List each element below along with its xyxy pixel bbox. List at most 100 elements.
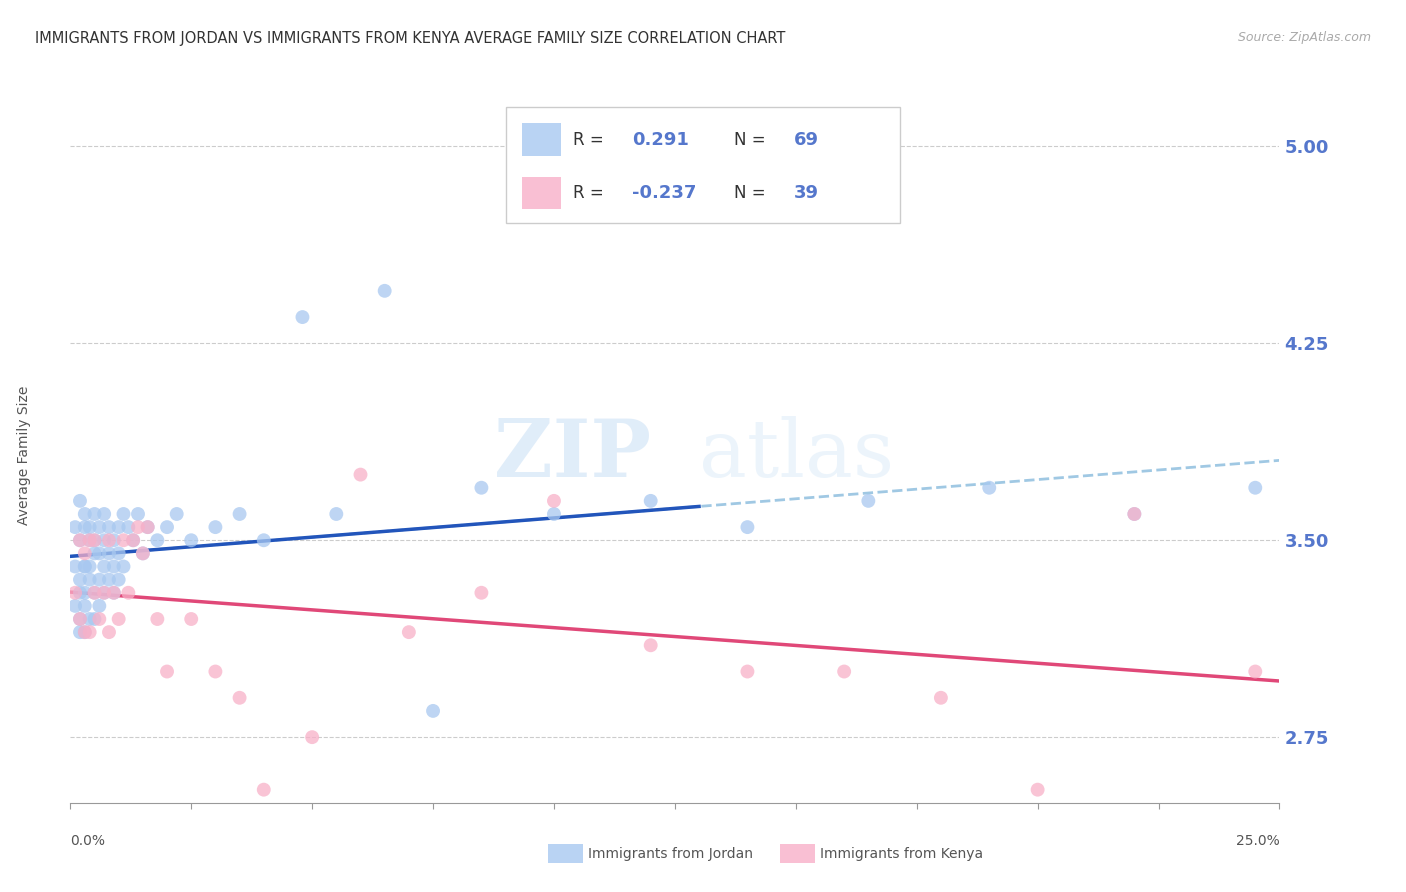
Point bbox=[98, 520, 121, 534]
Point bbox=[73, 599, 96, 613]
Point bbox=[136, 520, 159, 534]
Text: atlas: atlas bbox=[699, 416, 894, 494]
Point bbox=[63, 599, 86, 613]
Point bbox=[79, 533, 101, 548]
Point bbox=[146, 533, 169, 548]
Point bbox=[69, 612, 91, 626]
Point bbox=[107, 520, 129, 534]
Point bbox=[166, 507, 188, 521]
Point bbox=[83, 533, 105, 548]
Point bbox=[79, 612, 101, 626]
Text: R =: R = bbox=[574, 130, 603, 148]
Point bbox=[325, 507, 347, 521]
Point bbox=[156, 665, 179, 679]
Point bbox=[69, 586, 91, 600]
Point bbox=[98, 546, 121, 560]
Point bbox=[79, 533, 101, 548]
Point bbox=[83, 546, 105, 560]
Text: Source: ZipAtlas.com: Source: ZipAtlas.com bbox=[1237, 31, 1371, 45]
Point bbox=[737, 520, 759, 534]
Point bbox=[374, 284, 396, 298]
Point bbox=[89, 520, 111, 534]
Point bbox=[69, 612, 91, 626]
Point bbox=[301, 730, 323, 744]
Point bbox=[470, 586, 492, 600]
Point bbox=[117, 586, 139, 600]
Point bbox=[543, 507, 565, 521]
Point bbox=[73, 546, 96, 560]
Point bbox=[204, 665, 226, 679]
Point bbox=[156, 520, 179, 534]
Text: ZIP: ZIP bbox=[494, 416, 651, 494]
Point bbox=[136, 520, 159, 534]
Point bbox=[737, 665, 759, 679]
Point bbox=[83, 586, 105, 600]
Text: -0.237: -0.237 bbox=[633, 184, 696, 202]
Point bbox=[63, 586, 86, 600]
Point bbox=[89, 546, 111, 560]
Point bbox=[107, 573, 129, 587]
Point bbox=[98, 533, 121, 548]
Point bbox=[107, 612, 129, 626]
Text: 25.0%: 25.0% bbox=[1236, 834, 1279, 848]
Point bbox=[93, 586, 115, 600]
Point bbox=[291, 310, 314, 324]
Point bbox=[69, 625, 91, 640]
Point bbox=[122, 533, 145, 548]
Point bbox=[103, 586, 125, 600]
Point bbox=[79, 559, 101, 574]
Point bbox=[69, 573, 91, 587]
Text: Immigrants from Kenya: Immigrants from Kenya bbox=[820, 847, 983, 861]
Point bbox=[146, 612, 169, 626]
Point bbox=[543, 494, 565, 508]
Text: N =: N = bbox=[734, 184, 766, 202]
Point bbox=[79, 573, 101, 587]
Point bbox=[640, 494, 662, 508]
Point bbox=[1123, 507, 1146, 521]
Point bbox=[398, 625, 420, 640]
Point bbox=[69, 494, 91, 508]
Point bbox=[132, 546, 155, 560]
Text: IMMIGRANTS FROM JORDAN VS IMMIGRANTS FROM KENYA AVERAGE FAMILY SIZE CORRELATION : IMMIGRANTS FROM JORDAN VS IMMIGRANTS FRO… bbox=[35, 31, 786, 46]
Point bbox=[117, 520, 139, 534]
Point bbox=[73, 507, 96, 521]
Point bbox=[83, 507, 105, 521]
Point bbox=[103, 559, 125, 574]
Point bbox=[180, 612, 202, 626]
Point bbox=[73, 520, 96, 534]
Point bbox=[89, 573, 111, 587]
Point bbox=[98, 573, 121, 587]
Point bbox=[107, 546, 129, 560]
Point bbox=[93, 507, 115, 521]
Point bbox=[73, 586, 96, 600]
Point bbox=[83, 586, 105, 600]
Point bbox=[470, 481, 492, 495]
Point bbox=[127, 507, 149, 521]
Bar bbox=[522, 177, 561, 209]
Point bbox=[89, 612, 111, 626]
Point bbox=[112, 507, 135, 521]
Point bbox=[253, 782, 276, 797]
Point bbox=[103, 533, 125, 548]
Point bbox=[228, 690, 250, 705]
Text: 39: 39 bbox=[793, 184, 818, 202]
Point bbox=[112, 559, 135, 574]
Point bbox=[73, 559, 96, 574]
Point bbox=[73, 625, 96, 640]
Text: Immigrants from Jordan: Immigrants from Jordan bbox=[588, 847, 752, 861]
Point bbox=[929, 690, 952, 705]
Point bbox=[422, 704, 444, 718]
Point bbox=[127, 520, 149, 534]
Point bbox=[112, 533, 135, 548]
Point bbox=[1244, 481, 1267, 495]
Text: 0.291: 0.291 bbox=[633, 130, 689, 148]
Text: Average Family Size: Average Family Size bbox=[17, 385, 31, 524]
Point bbox=[640, 638, 662, 652]
Point bbox=[103, 586, 125, 600]
Point bbox=[63, 559, 86, 574]
Point bbox=[180, 533, 202, 548]
Point bbox=[73, 559, 96, 574]
Point bbox=[79, 625, 101, 640]
FancyBboxPatch shape bbox=[506, 107, 900, 223]
Point bbox=[858, 494, 880, 508]
